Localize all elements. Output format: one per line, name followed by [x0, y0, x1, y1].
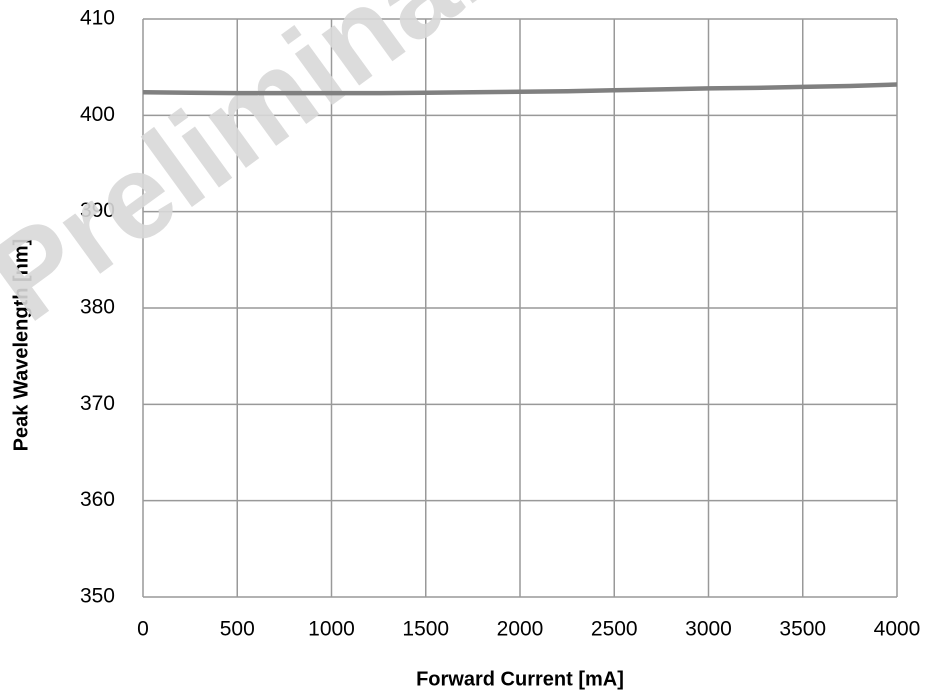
- data-line: [142, 82, 898, 96]
- x-tick-label: 1000: [308, 618, 355, 641]
- x-tick-label: 0: [137, 618, 149, 641]
- y-tick-label: 350: [80, 585, 115, 608]
- y-axis-title: Peak Wavelength [nm]: [10, 239, 32, 452]
- x-tick-label: 2000: [497, 618, 544, 641]
- y-tick-label: 410: [80, 7, 115, 30]
- x-tick-label: 500: [220, 618, 255, 641]
- y-tick-label: 380: [80, 296, 115, 319]
- y-tick-label: 370: [80, 392, 115, 415]
- x-tick-label: 3000: [685, 618, 732, 641]
- y-tick-label: 390: [80, 199, 115, 222]
- x-tick-label: 3500: [779, 618, 826, 641]
- y-tick-label: 400: [80, 103, 115, 126]
- x-tick-label: 1500: [402, 618, 449, 641]
- watermark: Preliminary: [0, 0, 573, 347]
- x-tick-label: 4000: [874, 618, 921, 641]
- y-tick-label: 360: [80, 488, 115, 511]
- x-tick-label: 2500: [591, 618, 638, 641]
- x-axis-title: Forward Current [mA]: [416, 668, 624, 690]
